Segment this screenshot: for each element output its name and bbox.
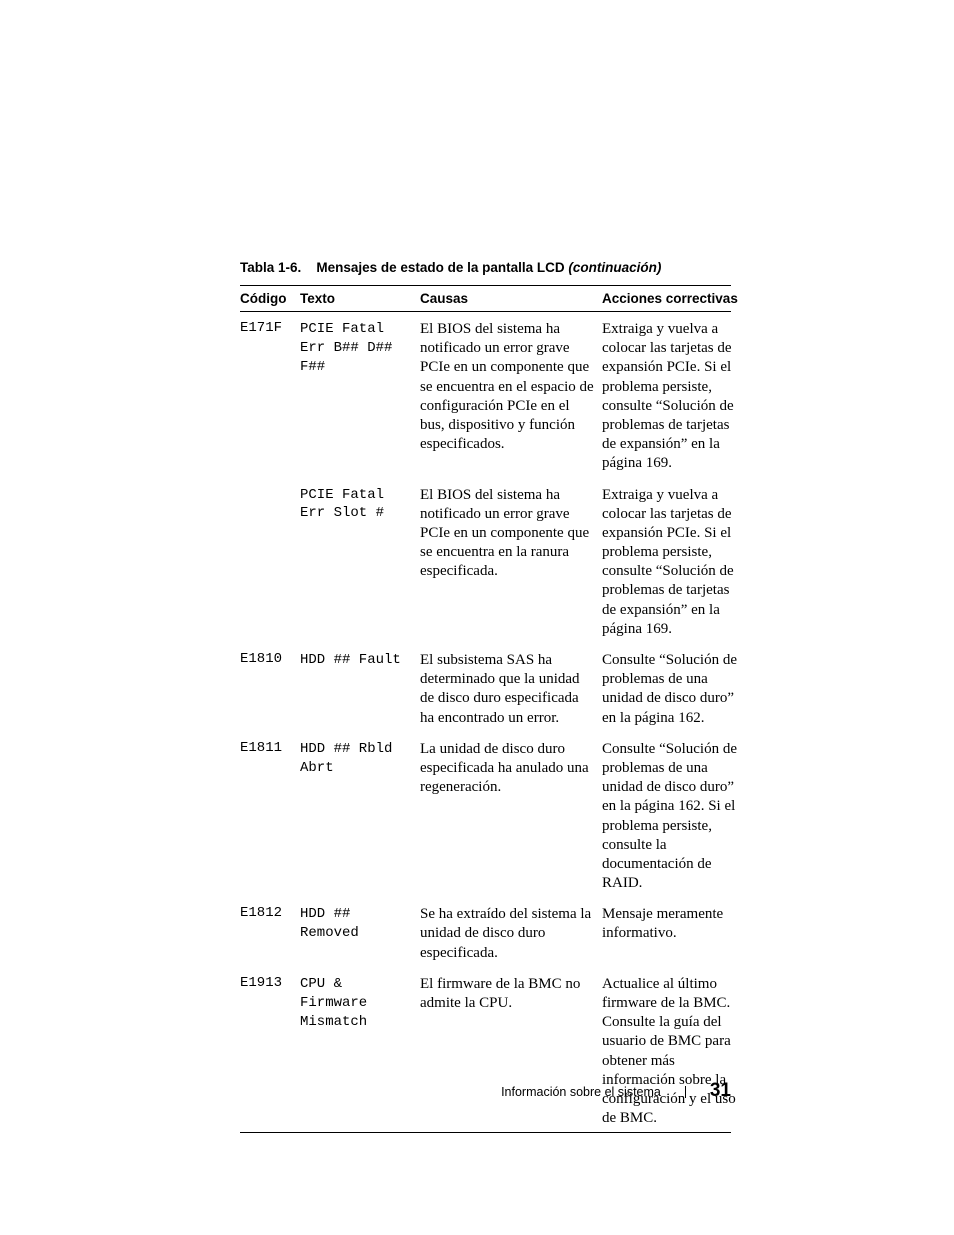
- table-row: PCIE Fatal Err Slot #El BIOS del sistema…: [240, 478, 731, 644]
- caption-continuation: (continuación): [568, 260, 661, 275]
- table-row: E1913CPU & Firmware MismatchEl firmware …: [240, 967, 731, 1133]
- cell-code: E1913: [240, 975, 300, 993]
- cell-code: E171F: [240, 320, 300, 338]
- table-row: E1810HDD ## FaultEl subsistema SAS ha de…: [240, 643, 731, 732]
- table-bottom-rule: [240, 1132, 731, 1133]
- table-row: E1811HDD ## Rbld AbrtLa unidad de disco …: [240, 732, 731, 898]
- footer-section: Información sobre el sistema: [501, 1085, 661, 1099]
- caption-label: Tabla 1-6.: [240, 260, 301, 275]
- cell-code: E1812: [240, 905, 300, 923]
- cell-action: Consulte “Solución de problemas de una u…: [602, 651, 744, 728]
- table-caption: Tabla 1-6. Mensajes de estado de la pant…: [240, 260, 731, 275]
- footer-separator: [685, 1086, 686, 1098]
- header-cause: Causas: [420, 291, 602, 306]
- cell-cause: El firmware de la BMC no admite la CPU.: [420, 975, 602, 1013]
- header-text: Texto: [300, 291, 420, 306]
- cell-text: HDD ## Rbld Abrt: [300, 740, 420, 778]
- cell-cause: El BIOS del sistema ha notificado un err…: [420, 486, 602, 582]
- caption-title: Mensajes de estado de la pantalla LCD: [316, 260, 564, 275]
- cell-action: Extraiga y vuelva a colocar las tarjetas…: [602, 320, 744, 474]
- footer-page-number: 31: [710, 1080, 731, 1102]
- cell-text: HDD ## Removed: [300, 905, 420, 943]
- cell-text: HDD ## Fault: [300, 651, 420, 670]
- cell-action: Extraiga y vuelva a colocar las tarjetas…: [602, 486, 744, 640]
- cell-code: E1810: [240, 651, 300, 669]
- header-action: Acciones correctivas: [602, 291, 744, 306]
- cell-text: PCIE Fatal Err B## D## F##: [300, 320, 420, 377]
- cell-cause: El subsistema SAS ha determinado que la …: [420, 651, 602, 728]
- cell-action: Actualice al último firmware de la BMC. …: [602, 975, 744, 1129]
- cell-code: E1811: [240, 740, 300, 758]
- document-page: Tabla 1-6. Mensajes de estado de la pant…: [0, 0, 954, 1235]
- table-header-row: Código Texto Causas Acciones correctivas: [240, 286, 731, 311]
- table-row: E1812HDD ## RemovedSe ha extraído del si…: [240, 897, 731, 967]
- table-row: E171FPCIE Fatal Err B## D## F##El BIOS d…: [240, 312, 731, 478]
- cell-cause: La unidad de disco duro especificada ha …: [420, 740, 602, 798]
- page-footer: Información sobre el sistema 31: [501, 1080, 731, 1102]
- cell-cause: El BIOS del sistema ha notificado un err…: [420, 320, 602, 454]
- table-body: E171FPCIE Fatal Err B## D## F##El BIOS d…: [240, 312, 731, 1132]
- cell-action: Consulte “Solución de problemas de una u…: [602, 740, 744, 894]
- cell-cause: Se ha extraído del sistema la unidad de …: [420, 905, 602, 963]
- cell-text: PCIE Fatal Err Slot #: [300, 486, 420, 524]
- cell-action: Mensaje meramente informativo.: [602, 905, 744, 943]
- header-code: Código: [240, 291, 300, 306]
- cell-text: CPU & Firmware Mismatch: [300, 975, 420, 1032]
